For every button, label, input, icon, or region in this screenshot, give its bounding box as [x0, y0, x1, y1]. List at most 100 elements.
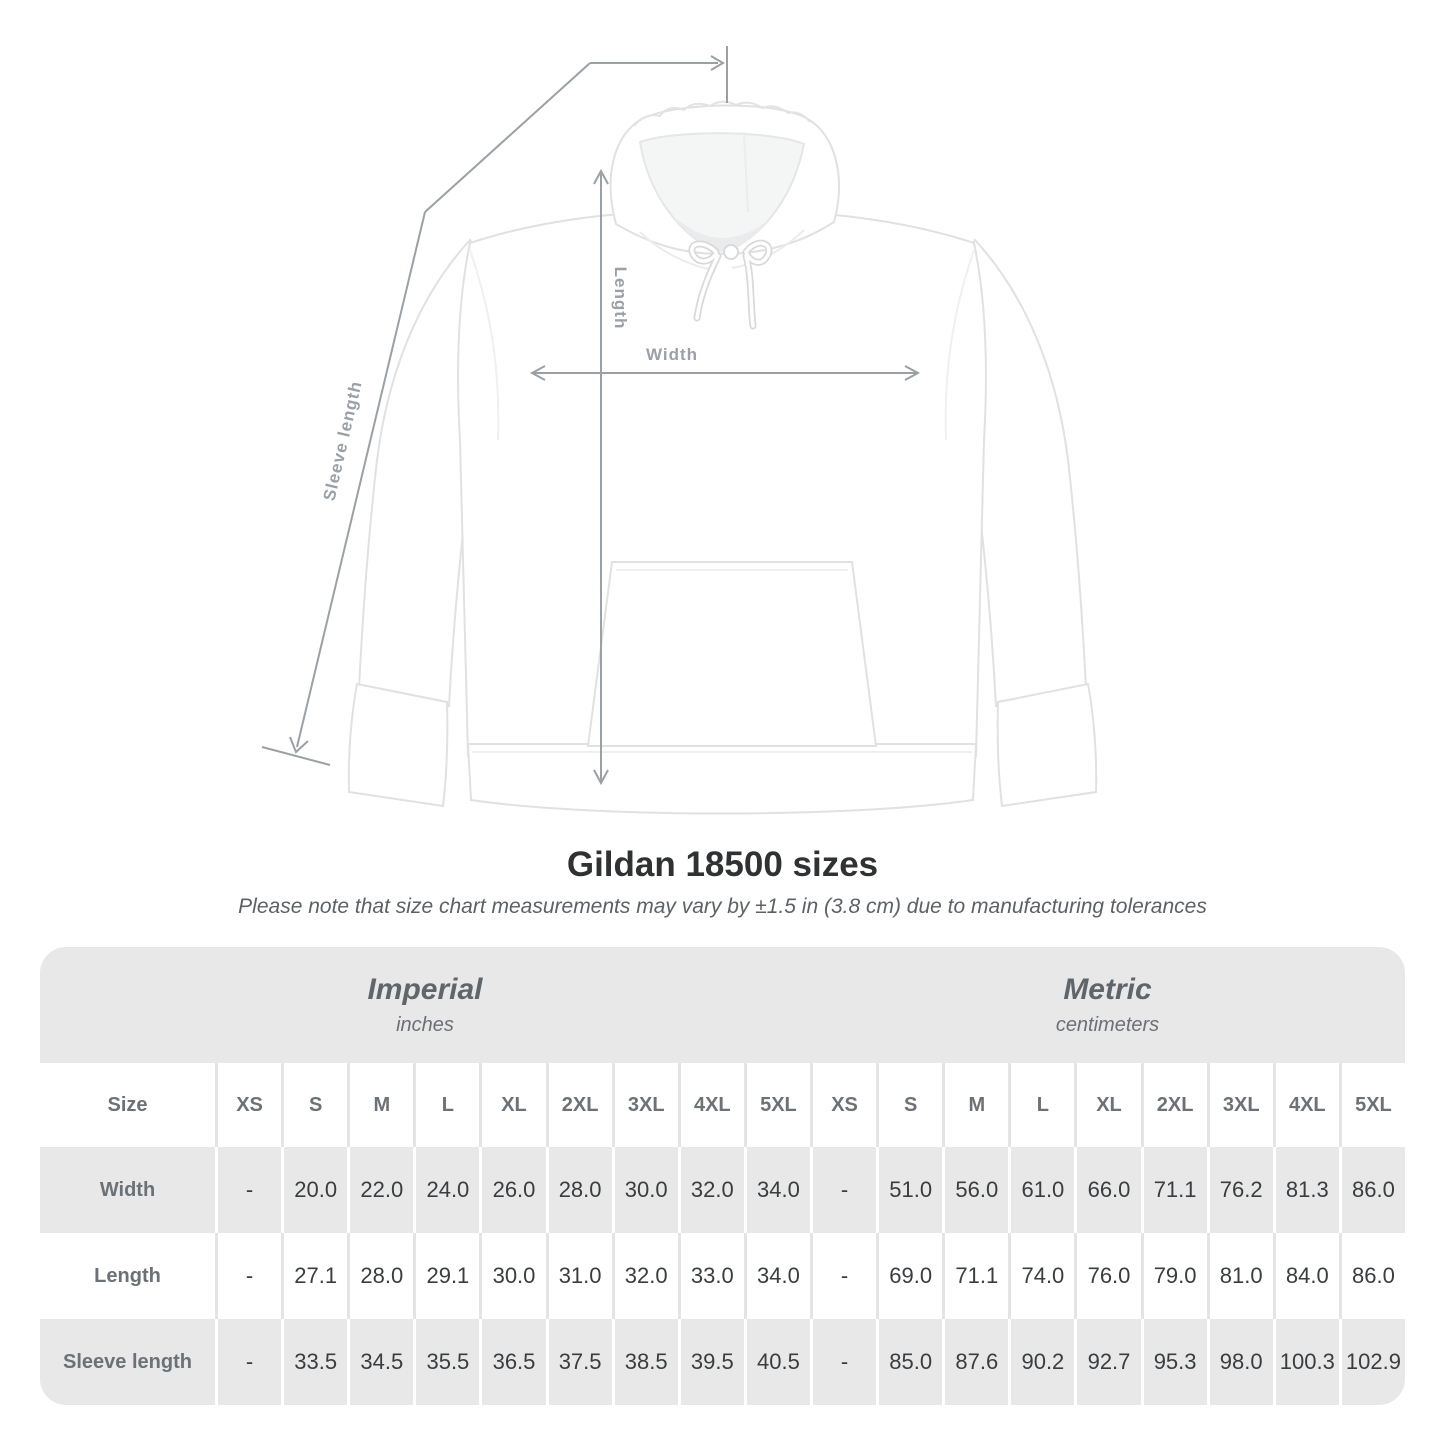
metric-size-header: 4XL — [1272, 1063, 1339, 1147]
imperial-value-cell: 27.1 — [281, 1233, 348, 1319]
imperial-value-cell: 38.5 — [611, 1319, 678, 1405]
imperial-value-cell: 35.5 — [413, 1319, 480, 1405]
imperial-value-cell: 37.5 — [545, 1319, 612, 1405]
metric-size-header: XS — [810, 1063, 877, 1147]
metric-value-cell: 66.0 — [1074, 1147, 1141, 1233]
metric-size-header: 2XL — [1140, 1063, 1207, 1147]
tolerance-note: Please note that size chart measurements… — [238, 895, 1207, 918]
imperial-size-header: 4XL — [677, 1063, 744, 1147]
hood-inner-shadow — [676, 218, 768, 252]
metric-value-cell: 95.3 — [1140, 1319, 1207, 1405]
metric-value-cell: 86.0 — [1338, 1147, 1405, 1233]
width-dimension-label: Width — [646, 345, 698, 364]
imperial-size-header: S — [281, 1063, 348, 1147]
metric-value-cell: 86.0 — [1338, 1233, 1405, 1319]
metric-value-cell: 56.0 — [942, 1147, 1009, 1233]
hood-body-seam-left — [639, 231, 715, 271]
imperial-size-header: 5XL — [743, 1063, 810, 1147]
imperial-value-cell: 39.5 — [677, 1319, 744, 1405]
metric-value-cell: 71.1 — [942, 1233, 1009, 1319]
metric-value-cell: 98.0 — [1206, 1319, 1273, 1405]
metric-value-cell: - — [810, 1147, 877, 1233]
imperial-value-cell: 24.0 — [413, 1147, 480, 1233]
imperial-group-unit: inches — [396, 1014, 454, 1036]
metric-value-cell: 81.3 — [1272, 1147, 1339, 1233]
metric-size-header: XL — [1074, 1063, 1141, 1147]
imperial-size-header: 2XL — [545, 1063, 612, 1147]
metric-size-header: L — [1008, 1063, 1075, 1147]
length-dimension-label: Length — [611, 267, 630, 330]
imperial-size-header: M — [347, 1063, 414, 1147]
metric-value-cell: 90.2 — [1008, 1319, 1075, 1405]
hoodie-hem-band — [466, 743, 978, 815]
metric-group-unit: centimeters — [1055, 1014, 1160, 1036]
metric-value-cell: - — [810, 1319, 877, 1405]
metric-value-cell: 74.0 — [1008, 1233, 1075, 1319]
imperial-value-cell: 32.0 — [677, 1147, 744, 1233]
hoodie-measurement-diagram: Length Width Sleeve length — [261, 46, 1098, 815]
metric-value-cell: - — [810, 1233, 877, 1319]
metric-value-cell: 76.0 — [1074, 1233, 1141, 1319]
sleeve-length-dimension-label: Sleeve length — [320, 379, 366, 503]
imperial-value-cell: 40.5 — [743, 1319, 810, 1405]
metric-size-header: M — [942, 1063, 1009, 1147]
hoodie-right-cuff — [996, 682, 1098, 808]
imperial-value-cell: 26.0 — [479, 1147, 546, 1233]
imperial-group-title: Imperial — [367, 973, 483, 1006]
imperial-size-header: 3XL — [611, 1063, 678, 1147]
metric-size-header: 3XL — [1206, 1063, 1273, 1147]
metric-value-cell: 87.6 — [942, 1319, 1009, 1405]
metric-value-cell: 79.0 — [1140, 1233, 1207, 1319]
drawstring-knot — [723, 244, 739, 260]
measurement-row-label: Length — [40, 1233, 215, 1319]
imperial-value-cell: 20.0 — [281, 1147, 348, 1233]
imperial-value-cell: 33.5 — [281, 1319, 348, 1405]
imperial-value-cell: - — [215, 1233, 282, 1319]
imperial-value-cell: 34.0 — [743, 1233, 810, 1319]
hoodie-left-cuff — [347, 682, 449, 808]
measurement-arrows — [261, 46, 921, 786]
imperial-value-cell: - — [215, 1319, 282, 1405]
sleeve-length-arrow — [261, 46, 728, 766]
metric-value-cell: 85.0 — [876, 1319, 943, 1405]
imperial-size-header: L — [413, 1063, 480, 1147]
hood-gathered-seam — [633, 100, 811, 127]
hoodie-illustration: Length Width Sleeve length — [261, 46, 1098, 815]
imperial-size-header: XS — [215, 1063, 282, 1147]
metric-value-cell: 76.2 — [1206, 1147, 1273, 1233]
metric-value-cell: 51.0 — [876, 1147, 943, 1233]
hoodie-garment — [347, 100, 1098, 815]
imperial-value-cell: 22.0 — [347, 1147, 414, 1233]
metric-value-cell: 81.0 — [1206, 1233, 1273, 1319]
measurement-row-label: Sleeve length — [40, 1319, 215, 1405]
metric-size-header: 5XL — [1338, 1063, 1405, 1147]
imperial-value-cell: 32.0 — [611, 1233, 678, 1319]
imperial-value-cell: 30.0 — [479, 1233, 546, 1319]
hoodie-kangaroo-pocket — [586, 561, 878, 747]
metric-group-header: Metric centimeters — [810, 947, 1405, 1063]
left-armhole-seam — [469, 249, 500, 441]
imperial-value-cell: 30.0 — [611, 1147, 678, 1233]
metric-value-cell: 61.0 — [1008, 1147, 1075, 1233]
metric-value-cell: 69.0 — [876, 1233, 943, 1319]
imperial-value-cell: 28.0 — [347, 1233, 414, 1319]
measurement-row-label: Width — [40, 1147, 215, 1233]
imperial-value-cell: 36.5 — [479, 1319, 546, 1405]
metric-value-cell: 71.1 — [1140, 1147, 1207, 1233]
metric-value-cell: 84.0 — [1272, 1233, 1339, 1319]
imperial-value-cell: 29.1 — [413, 1233, 480, 1319]
metric-value-cell: 100.3 — [1272, 1319, 1339, 1405]
imperial-value-cell: 31.0 — [545, 1233, 612, 1319]
imperial-value-cell: - — [215, 1147, 282, 1233]
size-table: Imperial inches Metric centimeters Size X… — [40, 947, 1405, 1405]
metric-value-cell: 102.9 — [1338, 1319, 1405, 1405]
right-armhole-seam — [944, 249, 975, 441]
hood-center-seam — [743, 131, 749, 213]
drawstrings-core — [690, 241, 771, 328]
imperial-group-header: Imperial inches — [40, 947, 810, 1063]
imperial-value-cell: 33.0 — [677, 1233, 744, 1319]
width-arrow — [529, 365, 921, 381]
metric-value-cell: 92.7 — [1074, 1319, 1141, 1405]
page-title: Gildan 18500 sizes — [566, 845, 879, 884]
length-arrow — [593, 168, 609, 786]
